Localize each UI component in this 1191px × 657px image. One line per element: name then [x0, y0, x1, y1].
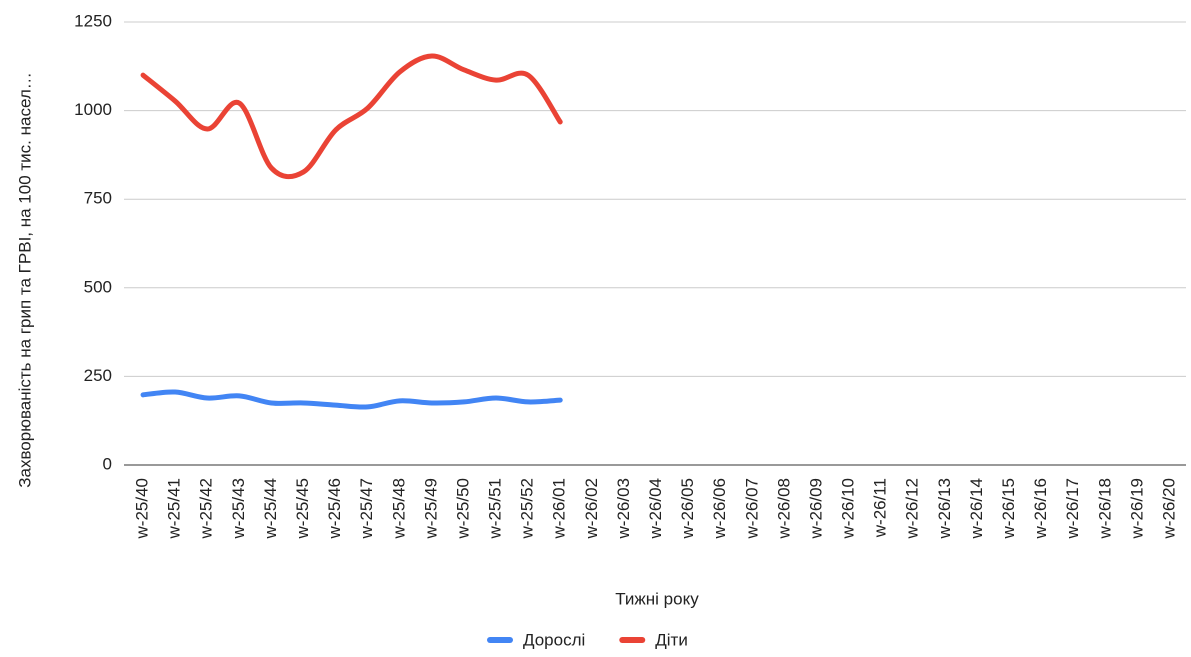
x-tick-label: w-26/13: [935, 478, 954, 539]
x-tick-label: w-25/44: [261, 478, 280, 539]
y-axis-title: Захворюваність на грип та ГРВІ, на 100 т…: [15, 72, 34, 488]
y-tick-label: 750: [84, 189, 112, 208]
legend-swatch: [619, 637, 646, 643]
x-tick-label: w-25/52: [518, 478, 537, 539]
x-tick-label: w-25/49: [421, 478, 440, 539]
x-tick-label: w-26/03: [614, 478, 633, 539]
x-tick-label: w-26/18: [1095, 478, 1114, 539]
x-tick-label: w-26/20: [1159, 478, 1178, 539]
x-tick-label: w-26/09: [806, 478, 825, 539]
y-tick-label: 1250: [74, 11, 112, 30]
x-tick-label: w-26/07: [742, 478, 761, 539]
x-tick-label: w-26/15: [999, 478, 1018, 539]
x-tick-label: w-26/01: [550, 478, 569, 539]
x-tick-label: w-26/16: [1031, 478, 1050, 539]
x-tick-label: w-25/45: [293, 478, 312, 539]
x-tick-label: w-26/19: [1127, 478, 1146, 539]
y-tick-label: 250: [84, 366, 112, 385]
x-tick-label: w-26/02: [582, 478, 601, 539]
x-tick-label: w-26/04: [646, 478, 665, 539]
y-tick-label: 1000: [74, 100, 112, 119]
x-tick-label: w-26/08: [774, 478, 793, 539]
x-tick-label: w-26/17: [1063, 478, 1082, 539]
y-tick-label: 0: [103, 454, 112, 473]
x-tick-label: w-25/47: [357, 478, 376, 539]
x-tick-label: w-25/41: [165, 478, 184, 539]
x-tick-label: w-26/12: [903, 478, 922, 539]
x-tick-label: w-25/46: [325, 478, 344, 539]
series-line: [140, 389, 563, 410]
x-tick-label: w-26/06: [710, 478, 729, 539]
x-tick-label: w-25/42: [197, 478, 216, 539]
legend-label: Дорослі: [523, 630, 585, 649]
legend-swatch: [487, 637, 513, 643]
x-axis-title: Тижні року: [615, 589, 699, 608]
x-tick-label: w-26/05: [678, 478, 697, 539]
legend-label: Діти: [655, 630, 688, 649]
x-tick-label: w-26/11: [871, 478, 890, 538]
x-tick-label: w-25/48: [389, 478, 408, 539]
x-tick-label: w-25/50: [453, 478, 472, 539]
x-tick-label: w-25/40: [133, 478, 152, 539]
x-tick-label: w-26/10: [839, 478, 858, 539]
y-tick-label: 500: [84, 277, 112, 296]
x-tick-label: w-25/51: [486, 478, 505, 539]
x-tick-label: w-25/43: [229, 478, 248, 539]
x-tick-label: w-26/14: [967, 478, 986, 539]
series-line: [140, 53, 563, 180]
